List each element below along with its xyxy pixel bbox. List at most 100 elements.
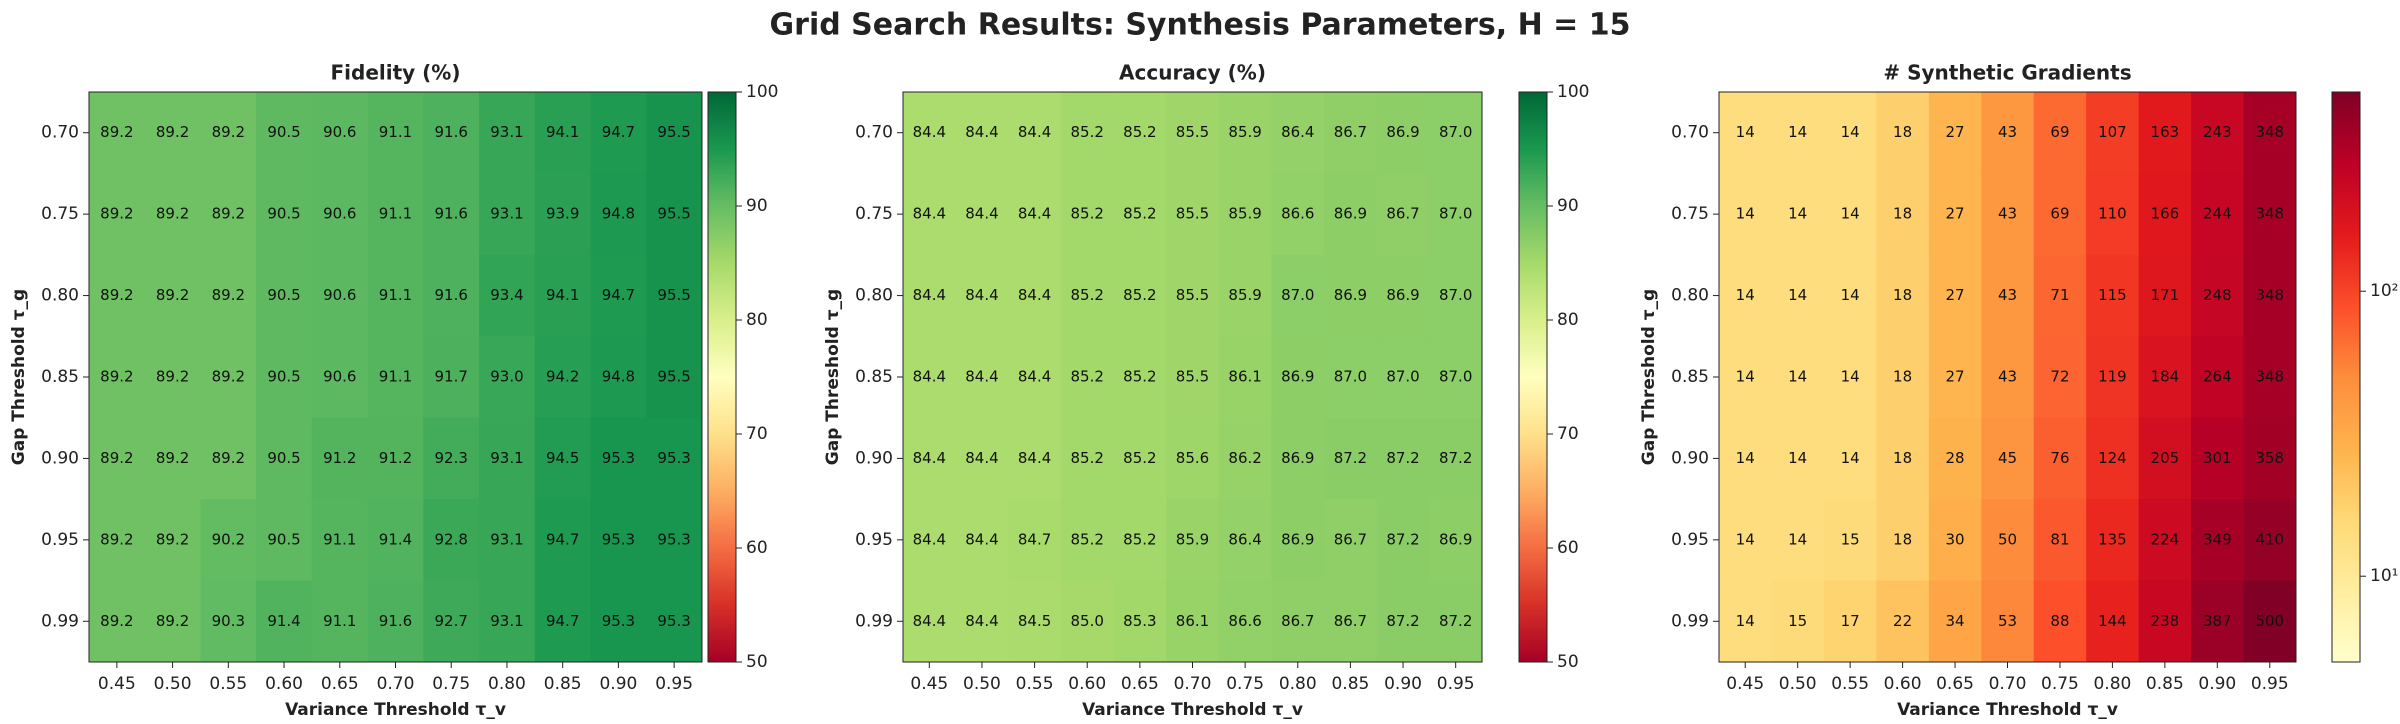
heatmap-cell (1876, 336, 1930, 419)
x-tick-label: 0.70 (1174, 674, 1212, 694)
cell-label: 90.5 (267, 286, 300, 304)
x-tick-label: 0.60 (1884, 674, 1922, 694)
heatmap-cell (1771, 499, 1825, 582)
heatmap-cell (1376, 580, 1430, 663)
x-axis-label: Variance Threshold τ_v (1897, 700, 2118, 720)
colorbar (1518, 91, 1548, 663)
heatmap-cell (311, 336, 369, 419)
cell-label: 85.5 (1176, 205, 1209, 223)
x-axis-label: Variance Threshold τ_v (285, 700, 506, 720)
cell-label: 14 (1841, 449, 1860, 467)
y-axis-label: Gap Threshold τ_g (1639, 289, 1659, 465)
cell-label: 89.2 (156, 449, 189, 467)
heatmap-cell (89, 499, 146, 582)
heatmap-cell (2138, 499, 2192, 582)
heatmap-cell (1981, 336, 2035, 419)
heatmap-cell (1218, 336, 1272, 419)
cell-label: 86.7 (1334, 612, 1367, 630)
cell-label: 89.2 (100, 368, 133, 386)
heatmap-cell (423, 336, 480, 419)
cell-label: 43 (1998, 368, 2017, 386)
cell-label: 349 (2203, 530, 2232, 548)
cell-label: 53 (1998, 612, 2017, 630)
heatmap-cell (1981, 417, 2035, 500)
cell-label: 95.3 (602, 530, 635, 548)
cell-label: 89.2 (212, 205, 245, 223)
x-tick-label: 0.85 (544, 674, 582, 694)
cell-label: 91.7 (435, 368, 468, 386)
heatmap-cell (534, 580, 592, 663)
cell-label: 87.2 (1439, 612, 1472, 630)
heatmap-cell (590, 580, 647, 663)
heatmap-cell (534, 417, 592, 500)
heatmap-cell (1981, 580, 2035, 663)
heatmap-cell (1771, 336, 1825, 419)
colorbar-tick-label: 70 (1557, 424, 1579, 444)
x-tick-label: 0.95 (2251, 674, 2289, 694)
y-tick-label: 0.75 (1671, 204, 1709, 224)
cell-label: 224 (2151, 530, 2180, 548)
heatmap-cell (144, 580, 201, 663)
cell-label: 89.2 (212, 449, 245, 467)
heatmap-cell (903, 92, 957, 174)
cell-label: 91.1 (323, 530, 356, 548)
heatmap-cell (1429, 92, 1483, 174)
cell-label: 94.1 (546, 286, 579, 304)
cell-label: 92.8 (435, 530, 468, 548)
heatmap-cell (903, 336, 957, 419)
cell-label: 85.5 (1176, 123, 1209, 141)
heatmap-cell (2191, 417, 2245, 500)
heatmap-cell (646, 173, 703, 256)
cell-label: 89.2 (156, 368, 189, 386)
cell-label: 91.4 (379, 530, 412, 548)
x-tick-label: 0.70 (1989, 674, 2027, 694)
colorbar-tick-label: 10² (2370, 281, 2398, 301)
cell-label: 87.2 (1386, 612, 1419, 630)
colorbar-tick-label: 70 (746, 424, 768, 444)
heatmap-cell (1823, 336, 1877, 419)
cell-label: 72 (2050, 368, 2069, 386)
heatmap-cell (2138, 173, 2192, 256)
cell-label: 91.6 (435, 123, 468, 141)
heatmap-cell (423, 417, 480, 500)
x-tick-label: 0.45 (1726, 674, 1764, 694)
heatmap-cell (2086, 580, 2140, 663)
heatmap-cell (2033, 417, 2087, 500)
cell-label: 85.6 (1176, 449, 1209, 467)
heatmap-cell (1876, 173, 1930, 256)
cell-label: 76 (2050, 449, 2069, 467)
cell-label: 18 (1893, 368, 1912, 386)
cell-label: 91.2 (379, 449, 412, 467)
heatmap-cell (1060, 254, 1115, 337)
heatmap-cell (479, 173, 536, 256)
panel-title: # Synthetic Gradients (1883, 61, 2131, 85)
cell-label: 86.9 (1334, 286, 1367, 304)
y-tick-label: 0.95 (41, 530, 79, 550)
cell-label: 84.4 (913, 368, 946, 386)
heatmap-cell (1876, 417, 1930, 500)
heatmap-cell (1823, 499, 1877, 582)
cell-label: 91.6 (379, 612, 412, 630)
cell-label: 14 (1736, 286, 1755, 304)
heatmap-cell (1113, 336, 1167, 419)
cell-label: 92.3 (435, 449, 468, 467)
heatmap-cell (1429, 336, 1483, 419)
heatmap-cell (367, 580, 424, 663)
cell-label: 69 (2050, 205, 2069, 223)
heatmap-cell (2243, 580, 2297, 663)
heatmap-cell (1060, 92, 1115, 174)
heatmap-cell (1429, 173, 1483, 256)
heatmap-cell (646, 417, 703, 500)
heatmap-cell (1324, 417, 1378, 500)
heatmap-cell (1060, 417, 1115, 500)
heatmap-cell (955, 336, 1009, 419)
cell-label: 86.4 (1228, 530, 1261, 548)
cell-label: 14 (1841, 286, 1860, 304)
heatmap-cell (1324, 336, 1378, 419)
cell-label: 86.9 (1281, 530, 1314, 548)
cell-label: 89.2 (100, 530, 133, 548)
heatmap-cell (479, 417, 536, 500)
colorbar-tick-label: 50 (1557, 652, 1579, 672)
heatmap-cell (89, 173, 146, 256)
cell-label: 244 (2203, 205, 2232, 223)
